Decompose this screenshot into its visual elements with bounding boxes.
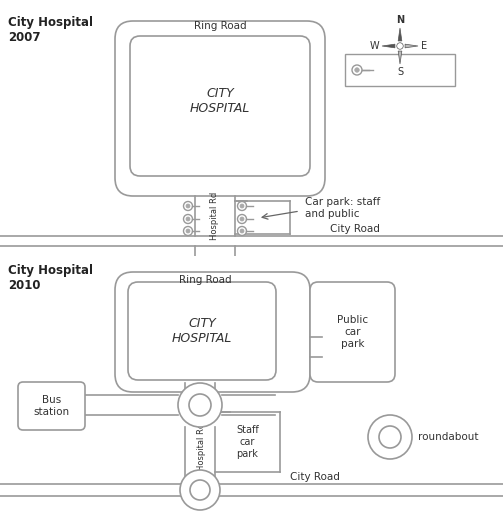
Polygon shape bbox=[398, 28, 402, 41]
FancyBboxPatch shape bbox=[18, 382, 85, 430]
Text: Ring Road: Ring Road bbox=[194, 21, 246, 31]
Circle shape bbox=[237, 226, 246, 236]
Circle shape bbox=[368, 415, 412, 459]
Text: Hospital Rd: Hospital Rd bbox=[210, 192, 219, 240]
Circle shape bbox=[186, 229, 190, 233]
Text: City Hospital
2010: City Hospital 2010 bbox=[8, 264, 93, 292]
Circle shape bbox=[180, 470, 220, 510]
Circle shape bbox=[237, 202, 246, 210]
Circle shape bbox=[184, 226, 193, 236]
Circle shape bbox=[352, 65, 362, 75]
Text: City Road: City Road bbox=[330, 224, 380, 234]
Circle shape bbox=[355, 68, 359, 72]
FancyBboxPatch shape bbox=[310, 282, 395, 382]
Circle shape bbox=[240, 217, 244, 221]
Circle shape bbox=[186, 204, 190, 208]
Text: CITY
HOSPITAL: CITY HOSPITAL bbox=[172, 317, 232, 345]
Circle shape bbox=[379, 426, 401, 448]
Circle shape bbox=[240, 229, 244, 233]
Text: Car park: staff
and public: Car park: staff and public bbox=[305, 197, 380, 219]
Text: Bus stop: Bus stop bbox=[377, 65, 422, 75]
FancyBboxPatch shape bbox=[130, 36, 310, 176]
FancyBboxPatch shape bbox=[115, 272, 310, 392]
Text: Staff
car
park: Staff car park bbox=[236, 425, 259, 459]
Circle shape bbox=[178, 383, 222, 427]
Circle shape bbox=[240, 204, 244, 208]
Text: E: E bbox=[421, 41, 427, 51]
Text: City Hospital
2007: City Hospital 2007 bbox=[8, 16, 93, 44]
Text: roundabout: roundabout bbox=[418, 432, 478, 442]
Circle shape bbox=[186, 217, 190, 221]
Polygon shape bbox=[398, 51, 402, 64]
Circle shape bbox=[397, 43, 403, 49]
FancyBboxPatch shape bbox=[128, 282, 276, 380]
Circle shape bbox=[190, 480, 210, 500]
Text: N: N bbox=[396, 15, 404, 25]
Text: W: W bbox=[369, 41, 379, 51]
Circle shape bbox=[184, 215, 193, 224]
Polygon shape bbox=[382, 44, 395, 48]
Text: S: S bbox=[397, 67, 403, 77]
Text: CITY
HOSPITAL: CITY HOSPITAL bbox=[190, 87, 250, 115]
Text: Bus
station: Bus station bbox=[33, 395, 69, 417]
Circle shape bbox=[189, 394, 211, 416]
Text: Hospital Rd: Hospital Rd bbox=[198, 423, 207, 471]
Text: City Road: City Road bbox=[290, 472, 340, 482]
Polygon shape bbox=[405, 44, 418, 48]
Text: Public
car
park: Public car park bbox=[337, 315, 368, 349]
Bar bbox=[345, 54, 455, 86]
Circle shape bbox=[184, 202, 193, 210]
Circle shape bbox=[237, 215, 246, 224]
FancyBboxPatch shape bbox=[115, 21, 325, 196]
Text: Ring Road: Ring Road bbox=[179, 275, 231, 285]
